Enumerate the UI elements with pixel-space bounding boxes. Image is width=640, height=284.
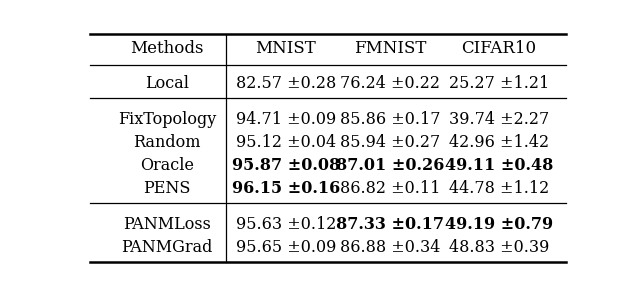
Text: 96.15 ±0.16: 96.15 ±0.16 xyxy=(232,180,340,197)
Text: Random: Random xyxy=(133,134,200,151)
Text: 42.96 ±1.42: 42.96 ±1.42 xyxy=(449,134,549,151)
Text: 76.24 ±0.22: 76.24 ±0.22 xyxy=(340,75,440,92)
Text: 95.65 ±0.09: 95.65 ±0.09 xyxy=(236,239,336,256)
Text: PANMGrad: PANMGrad xyxy=(121,239,212,256)
Text: CIFAR10: CIFAR10 xyxy=(461,40,537,57)
Text: FMNIST: FMNIST xyxy=(354,40,426,57)
Text: FixTopology: FixTopology xyxy=(118,111,216,128)
Text: 25.27 ±1.21: 25.27 ±1.21 xyxy=(449,75,549,92)
Text: Methods: Methods xyxy=(130,40,204,57)
Text: 39.74 ±2.27: 39.74 ±2.27 xyxy=(449,111,549,128)
Text: 86.88 ±0.34: 86.88 ±0.34 xyxy=(340,239,440,256)
Text: 85.86 ±0.17: 85.86 ±0.17 xyxy=(340,111,440,128)
Text: 95.12 ±0.04: 95.12 ±0.04 xyxy=(236,134,336,151)
Text: MNIST: MNIST xyxy=(255,40,316,57)
Text: 86.82 ±0.11: 86.82 ±0.11 xyxy=(340,180,440,197)
Text: 87.01 ±0.26: 87.01 ±0.26 xyxy=(336,157,444,174)
Text: 87.33 ±0.17: 87.33 ±0.17 xyxy=(336,216,444,233)
Text: Oracle: Oracle xyxy=(140,157,194,174)
Text: 48.83 ±0.39: 48.83 ±0.39 xyxy=(449,239,549,256)
Text: 44.78 ±1.12: 44.78 ±1.12 xyxy=(449,180,549,197)
Text: 85.94 ±0.27: 85.94 ±0.27 xyxy=(340,134,440,151)
Text: 94.71 ±0.09: 94.71 ±0.09 xyxy=(236,111,336,128)
Text: 95.87 ±0.08: 95.87 ±0.08 xyxy=(232,157,340,174)
Text: PENS: PENS xyxy=(143,180,191,197)
Text: 49.19 ±0.79: 49.19 ±0.79 xyxy=(445,216,553,233)
Text: PANMLoss: PANMLoss xyxy=(123,216,211,233)
Text: 49.11 ±0.48: 49.11 ±0.48 xyxy=(445,157,554,174)
Text: 82.57 ±0.28: 82.57 ±0.28 xyxy=(236,75,336,92)
Text: 95.63 ±0.12: 95.63 ±0.12 xyxy=(236,216,336,233)
Text: Local: Local xyxy=(145,75,189,92)
